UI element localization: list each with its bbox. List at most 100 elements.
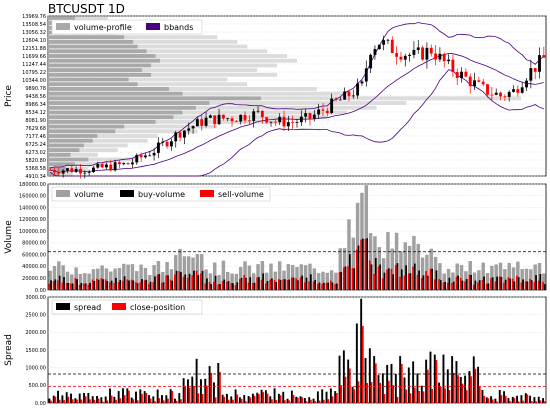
volume-profile-row bbox=[48, 134, 158, 138]
sell-volume-bar bbox=[148, 283, 150, 290]
candle-body bbox=[148, 155, 152, 157]
sell-volume-bar bbox=[355, 249, 358, 290]
candle-body bbox=[455, 72, 459, 78]
buy-volume-bar bbox=[71, 283, 74, 290]
buy-volume-bar bbox=[370, 264, 373, 290]
spread-bar bbox=[485, 397, 488, 403]
buy-volume-bar bbox=[405, 265, 407, 290]
close-position-bar bbox=[270, 399, 273, 403]
buy-volume-bar bbox=[439, 280, 442, 290]
candle-body bbox=[516, 89, 520, 93]
close-position-bar bbox=[88, 399, 91, 403]
volume-bar bbox=[542, 273, 546, 290]
price-ytick-label: 10795.22 bbox=[22, 70, 46, 76]
spread-bar bbox=[148, 395, 150, 403]
spread-bar bbox=[295, 396, 298, 403]
candle-body bbox=[144, 155, 147, 158]
candle-body bbox=[92, 167, 95, 173]
volume-bar bbox=[394, 232, 399, 290]
candle-body bbox=[421, 47, 425, 60]
buy-volume-bar bbox=[340, 271, 343, 290]
bbands-upper-line bbox=[50, 22, 545, 169]
spread-bar bbox=[342, 350, 345, 403]
buy-volume-bar bbox=[128, 280, 130, 290]
sell-volume-bar bbox=[342, 267, 345, 290]
volume-yticks: 180000.00 160000.00 140000.00 120000.00 1000… bbox=[19, 182, 46, 294]
spread-bar bbox=[472, 356, 475, 403]
close-position-bar bbox=[435, 360, 438, 403]
buy-volume-bar bbox=[309, 274, 312, 290]
close-position-bar bbox=[279, 395, 282, 403]
volume-profile-row bbox=[48, 152, 98, 157]
candle-body bbox=[473, 80, 476, 87]
volume-bar bbox=[104, 268, 109, 290]
sell-volume-bar bbox=[178, 271, 181, 290]
spread-bar bbox=[83, 392, 85, 403]
sell-volume-bar bbox=[399, 276, 401, 290]
volume-bar bbox=[507, 262, 511, 290]
volume-bar bbox=[321, 271, 325, 290]
close-position-bar bbox=[322, 399, 325, 403]
candle-body bbox=[239, 114, 243, 122]
sell-volume-bar bbox=[143, 280, 146, 290]
volume-profile-row bbox=[48, 157, 138, 162]
close-position-bar bbox=[509, 401, 511, 403]
buy-volume-bar bbox=[500, 276, 503, 290]
close-position-bar bbox=[543, 401, 546, 403]
volume-bar bbox=[57, 261, 61, 290]
buy-volume-bar bbox=[431, 268, 433, 290]
volume-bar bbox=[191, 257, 195, 290]
spread-bar bbox=[113, 396, 116, 403]
buy-volume-bar bbox=[80, 282, 83, 290]
candle-body bbox=[174, 132, 178, 142]
buy-volume-bar bbox=[284, 279, 286, 290]
sell-volume-bar bbox=[442, 282, 445, 290]
volume-bar bbox=[351, 237, 356, 290]
price-ytick-label: 8986.34 bbox=[25, 102, 46, 108]
sell-volume-bar bbox=[174, 274, 176, 290]
volume-profile-row-dark bbox=[48, 157, 89, 162]
spread-bar bbox=[464, 375, 467, 403]
legend-close-position: close-position bbox=[130, 303, 185, 312]
volume-profile-row bbox=[48, 54, 288, 58]
spread-bar bbox=[91, 396, 94, 403]
volume-profile-row-dark bbox=[48, 129, 116, 134]
spread-bar bbox=[399, 356, 402, 403]
spread-bar bbox=[78, 393, 81, 403]
volume-profile-row-dark bbox=[48, 91, 183, 96]
close-position-bar bbox=[405, 389, 407, 403]
buy-volume-bar bbox=[158, 274, 161, 290]
close-position-bar bbox=[205, 385, 208, 403]
candle-body bbox=[399, 56, 403, 60]
volume-profile-row-dark bbox=[48, 54, 156, 58]
buy-volume-bar bbox=[262, 273, 265, 290]
volume-profile-row bbox=[48, 49, 268, 54]
volume-bar bbox=[83, 273, 87, 290]
volume-bar bbox=[407, 245, 412, 290]
volume-ytick-label: 60000.00 bbox=[22, 252, 46, 258]
volume-profile-row-dark bbox=[48, 16, 75, 21]
close-position-bar bbox=[231, 399, 234, 403]
legend-sell-volume-swatch bbox=[200, 190, 214, 197]
price-ytick-label: 13969.76 bbox=[22, 14, 46, 20]
close-position-bar bbox=[517, 401, 520, 403]
buy-volume-bar bbox=[236, 282, 239, 290]
close-position-bar bbox=[357, 381, 360, 403]
volume-profile-row-dark bbox=[48, 86, 170, 91]
close-position-bar bbox=[162, 400, 165, 403]
volume-profile-row-dark bbox=[48, 39, 134, 44]
spread-bar bbox=[96, 396, 98, 403]
buy-volume-bar bbox=[517, 277, 520, 290]
volume-bars bbox=[48, 185, 546, 290]
volume-profile-row-dark bbox=[48, 58, 161, 63]
close-position-bar bbox=[530, 400, 533, 403]
sell-volume-bar bbox=[334, 284, 336, 290]
close-position-bar bbox=[500, 394, 503, 403]
sell-volume-bar bbox=[373, 273, 375, 290]
sell-volume-bar bbox=[477, 282, 479, 290]
spread-ytick-label: 1000.00 bbox=[25, 365, 46, 371]
candle-body bbox=[373, 49, 377, 55]
buy-volume-bar bbox=[396, 263, 399, 290]
spread-bar bbox=[481, 389, 484, 403]
volume-bar bbox=[204, 269, 208, 290]
